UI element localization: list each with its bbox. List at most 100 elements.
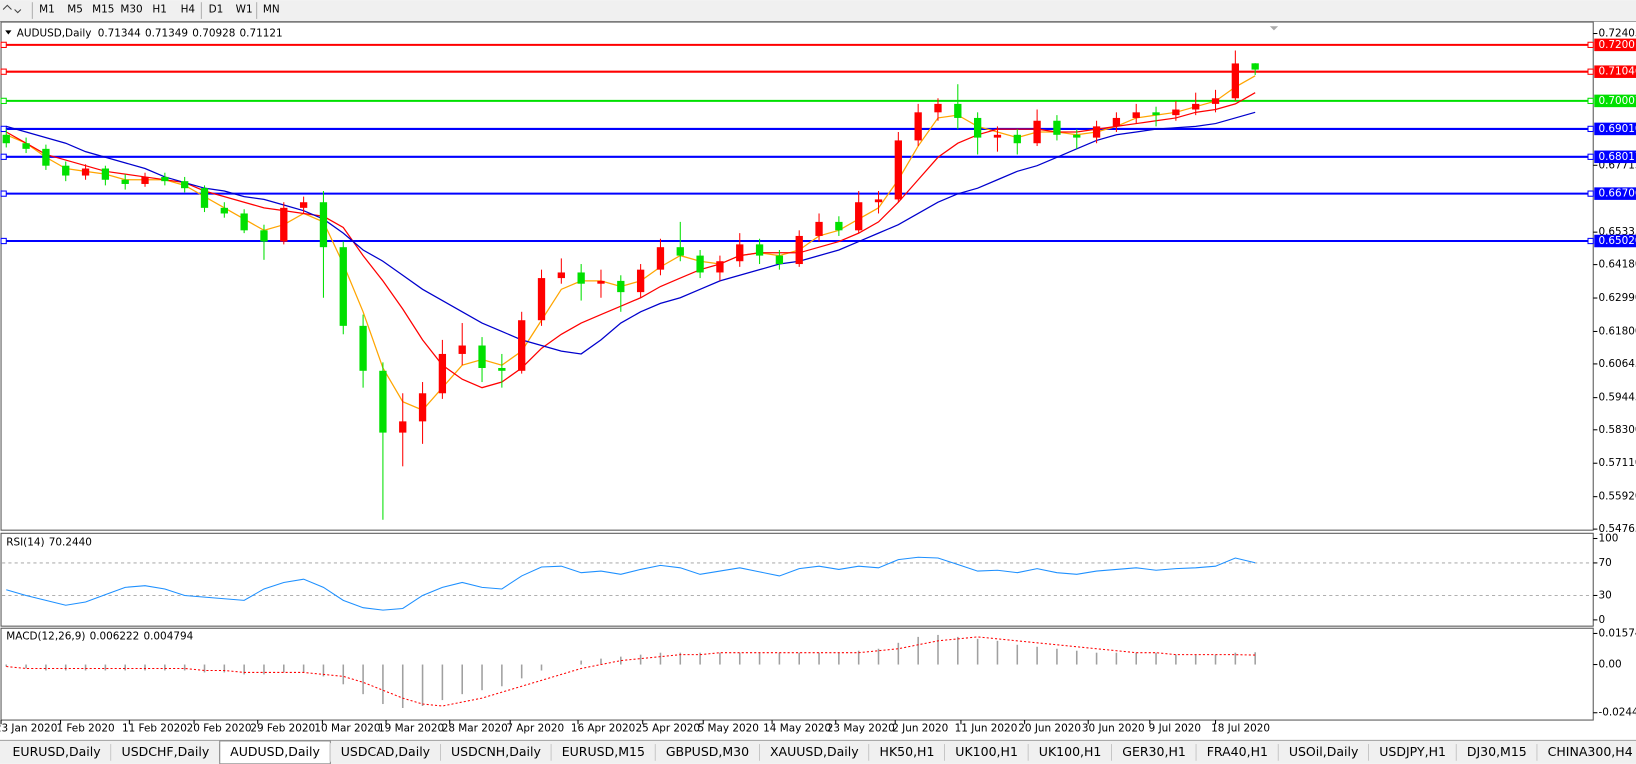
tab-label[interactable]: CHINA300,H4 [1548,744,1633,759]
x-tick-label: 11 Feb 2020 [122,722,187,734]
level-label: 0.68017 [1598,151,1636,163]
tab[interactable] [111,743,220,762]
candle-body [81,168,90,176]
level-handle [0,97,7,105]
timeframe-button[interactable]: MN [263,4,280,16]
level-label-box [1594,122,1636,136]
timeframe-button[interactable]: H1 [152,4,166,16]
candle-body [973,117,982,138]
candle-body [478,345,486,368]
candle-body [161,176,169,182]
x-tick-label: 25 Apr 2020 [636,722,700,734]
candle-body [835,221,843,231]
tab-label[interactable]: GBPUSD,M30 [666,744,749,759]
candle-body [2,134,10,144]
candle-body [1231,63,1239,99]
candle-body [1192,103,1200,110]
candle-body [1211,98,1220,104]
timeframe-button[interactable]: M15 [92,4,114,16]
level-handle [1587,68,1594,75]
tab[interactable] [1028,743,1112,762]
timeframe-button[interactable]: M30 [120,4,142,16]
level-label-box [1594,187,1636,200]
tab-label[interactable]: FRA40,H1 [1207,744,1268,759]
toolbar-icon[interactable] [2,4,22,14]
rsi-title: RSI(14) 70.2440 [6,537,92,549]
level-label: 0.72001 [1598,39,1636,51]
tab[interactable] [440,743,552,762]
tab-label[interactable]: USDCNH,Daily [451,744,541,759]
candle-body [617,280,625,293]
tab-label[interactable]: XAUUSD,Daily [770,744,859,759]
tab[interactable] [1196,743,1279,762]
timeframe-button[interactable]: W1 [236,4,253,16]
tab-label[interactable]: EURUSD,M15 [562,744,645,759]
y-tick-label: 0.72405 [1598,28,1636,40]
candle-body [874,199,883,203]
tab-label[interactable]: USDJPY,H1 [1379,744,1446,759]
candle-body [914,112,922,141]
candle-body [656,247,665,270]
timeframe-button[interactable]: M1 [39,4,55,16]
level-handle [0,68,7,75]
tab-label[interactable]: USDCHF,Daily [122,744,210,759]
tab[interactable] [655,743,760,762]
x-tick-label: 23 May 2020 [827,722,895,734]
tab[interactable] [944,743,1029,762]
x-tick-label: 5 May 2020 [698,722,759,734]
timeframe-button[interactable]: M5 [67,4,83,16]
level-label-box [1594,234,1636,248]
y-tick-label: 0 [1598,614,1605,626]
timeframe-button[interactable]: D1 [209,4,224,16]
candle-body [993,134,1002,138]
level-handle [0,237,7,245]
title-arrow [5,30,12,35]
tab[interactable] [1278,743,1369,762]
tab[interactable] [1537,743,1636,762]
level-handle [1587,125,1594,133]
x-tick-label: 11 Jun 2020 [955,722,1018,734]
tab-label[interactable]: AUDUSD,Daily [230,744,320,759]
tab[interactable] [869,743,945,762]
tab[interactable] [1111,743,1197,762]
candle-body [815,221,823,236]
tab[interactable] [1368,743,1457,762]
candle-body [220,207,228,214]
candle-body [101,168,110,180]
y-tick-label: -0.024412 [1598,707,1636,719]
tab[interactable] [551,743,656,762]
candle-body [696,255,704,273]
tab-label[interactable]: HK50,H1 [880,744,935,759]
candle-body [775,255,784,265]
tab-label[interactable]: EURUSD,Daily [13,744,102,759]
level-label: 0.71046 [1598,66,1636,78]
tab-label[interactable]: DJ30,M15 [1467,744,1527,759]
timeframe-button[interactable]: H4 [181,4,196,16]
level-handle [0,41,7,48]
tab-label[interactable]: USOil,Daily [1289,744,1359,759]
candle-body [1092,126,1101,138]
candle-body [438,353,447,394]
tab[interactable] [759,743,870,762]
tab[interactable] [1456,743,1538,762]
macd-panel [0,627,1594,721]
tab-label[interactable]: GER30,H1 [1122,744,1186,759]
toolbar [0,0,1636,23]
candle-body [954,103,962,118]
candle-body [636,269,645,293]
tab-label[interactable]: UK100,H1 [1039,744,1102,759]
tab[interactable] [330,743,441,762]
candle-body [62,165,70,176]
tab[interactable] [2,743,112,762]
candle-body [557,272,565,279]
macd-title: MACD(12,26,9) 0.006222 0.004794 [6,631,193,643]
signal-line [6,636,1256,707]
tab-label[interactable]: USDCAD,Daily [341,744,431,759]
candle-body [1251,63,1259,70]
high: 0.71349 [145,28,188,40]
tab-label[interactable]: UK100,H1 [955,744,1018,759]
